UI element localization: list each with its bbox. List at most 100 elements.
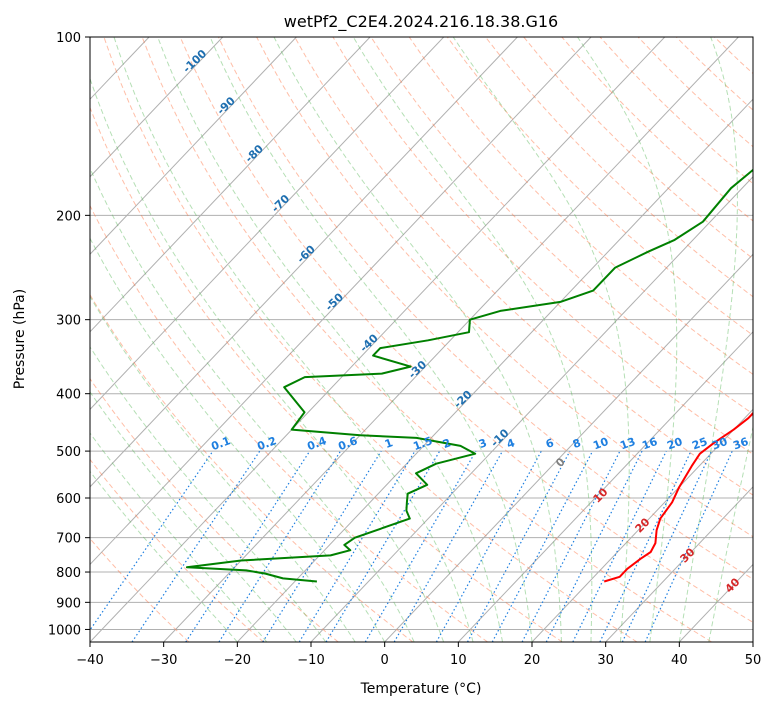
moist-adiabat <box>90 470 238 642</box>
isotherm-gridline <box>163 37 739 642</box>
dry-adiabat <box>90 204 488 642</box>
mixing-ratio-label: 2 <box>441 436 453 451</box>
mixing-ratio-line <box>90 450 214 632</box>
isotherm-gridline <box>90 37 592 566</box>
isotherm-gridline <box>236 98 753 642</box>
isotherm-gridline <box>457 331 753 642</box>
mixing-ratio-line <box>621 450 713 642</box>
mixing-ratio-line <box>393 450 504 642</box>
mixing-ratio-line <box>435 450 542 642</box>
isotherm-gridline <box>90 37 297 256</box>
mixing-ratio-line <box>364 450 477 642</box>
isotherm-gridline <box>90 37 445 411</box>
isotherm-gridline <box>531 408 753 642</box>
y-tick-label: 600 <box>56 492 81 507</box>
mixing-ratio-label: 0.1 <box>209 434 232 453</box>
chart-title: wetPf2_C2E4.2024.216.18.38.G16 <box>284 12 558 32</box>
mixing-ratio-line <box>218 450 342 642</box>
mixing-ratio-label: 0.4 <box>305 434 328 453</box>
mixing-ratio-label: 16 <box>640 435 659 453</box>
x-tick-label: 30 <box>597 653 614 668</box>
mixing-ratio-label: 20 <box>665 435 684 453</box>
mixing-ratio-label: 13 <box>618 435 637 452</box>
mixing-ratio-line <box>599 450 692 642</box>
mixing-ratio-line <box>572 450 667 642</box>
x-tick-label: 20 <box>524 653 541 668</box>
dry-adiabat <box>294 37 753 496</box>
dry-adiabat <box>408 37 753 375</box>
dry-adiabat <box>90 106 563 642</box>
dry-adiabat <box>90 537 190 642</box>
dry-adiabat <box>90 458 264 642</box>
y-tick-label: 500 <box>56 445 81 460</box>
isotherm-gridline <box>384 253 753 642</box>
axes-layer: −40 −30 −20 −10 0 10 20 30 40 5010020030040050060… <box>48 31 761 668</box>
y-tick-label: 900 <box>56 596 81 611</box>
x-tick-label: 50 <box>745 653 762 668</box>
mixing-ratio-label: 0.2 <box>255 434 278 453</box>
mixing-ratio-label: 4 <box>505 436 517 451</box>
moist-adiabat <box>157 37 503 642</box>
x-tick-label: −40 <box>76 653 103 668</box>
plot-frame <box>89 36 754 643</box>
mixing-ratio-label: 36 <box>731 435 750 453</box>
y-tick-label: 1000 <box>48 623 81 638</box>
x-tick-label: 0 <box>381 653 389 668</box>
moist-adiabat <box>452 37 630 642</box>
moist-adiabat <box>577 37 678 642</box>
moist-adiabat <box>90 346 327 642</box>
mixing-ratio-line <box>466 450 571 642</box>
dry-adiabat <box>370 37 753 415</box>
temperature-profile-line <box>603 411 753 583</box>
moist-adiabat <box>90 77 445 642</box>
x-tick-label: 10 <box>450 653 467 668</box>
mixing-ratio-label: 30 <box>710 435 729 453</box>
isotherm-gridline <box>90 37 371 333</box>
y-tick-label: 300 <box>56 314 81 329</box>
data-layer <box>185 168 753 583</box>
y-tick-label: 700 <box>56 532 81 547</box>
x-tick-label: −30 <box>150 653 177 668</box>
isotherm-gridline <box>90 37 518 488</box>
y-tick-label: 800 <box>56 566 81 581</box>
mixing-ratio-label: 8 <box>571 436 583 451</box>
mixing-ratio-label: 10 <box>591 435 610 453</box>
mixing-ratio-line <box>298 450 416 642</box>
mixing-ratio-line <box>644 450 733 642</box>
grid-layer <box>90 37 753 642</box>
moist-adiabat <box>90 237 386 642</box>
mixing-ratio-label: 25 <box>690 435 709 452</box>
dry-adiabat <box>90 293 414 642</box>
moist-adiabat <box>352 37 593 642</box>
y-tick-label: 400 <box>56 388 81 403</box>
moist-adiabat <box>90 391 297 642</box>
isotherm-gridline <box>605 486 753 642</box>
moist-adiabat <box>209 37 533 642</box>
y-tick-label: 200 <box>56 209 81 224</box>
mixing-ratio-label: 1.5 <box>411 434 434 453</box>
dry-adiabat <box>103 37 638 642</box>
dry-adiabat <box>217 37 753 580</box>
dewpoint-profile-line <box>185 168 753 583</box>
moist-adiabat <box>708 424 753 642</box>
dry-adiabat <box>485 37 753 298</box>
mixing-ratio-label: 1 <box>383 436 395 451</box>
y-tick-label: 100 <box>56 31 81 46</box>
isotherm-gridline <box>90 37 224 178</box>
moist-adiabat <box>273 37 562 642</box>
mixing-ratio-line <box>325 450 441 642</box>
x-tick-label: −10 <box>297 653 324 668</box>
isotherm-gridline <box>310 176 753 642</box>
isotherm-gridline <box>90 37 666 642</box>
y-axis-label: Pressure (hPa) <box>12 289 28 389</box>
mixing-ratio-label: 0.6 <box>336 434 359 453</box>
mixing-ratio-label: 6 <box>544 436 556 451</box>
mixing-ratio-line <box>262 450 382 642</box>
x-axis-label: Temperature (°C) <box>360 681 482 697</box>
mixing-ratio-label: 3 <box>477 436 489 451</box>
dry-adiabat <box>179 37 753 623</box>
x-tick-label: 40 <box>671 653 688 668</box>
moist-adiabat <box>90 167 415 642</box>
moist-adiabat <box>678 37 738 642</box>
